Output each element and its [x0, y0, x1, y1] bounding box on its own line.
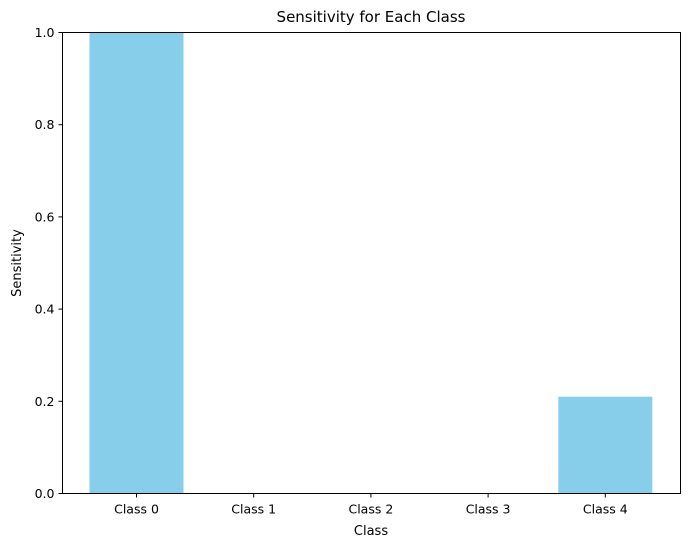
bar-class-4	[558, 396, 653, 494]
plot-frame	[62, 32, 681, 494]
x-tick-label: Class 3	[466, 502, 511, 517]
y-tick-label: 0.4	[35, 302, 55, 317]
y-axis-ticks: 0.0 0.2 0.4 0.6 0.8 1.0	[35, 25, 63, 501]
y-tick-label: 0.0	[35, 486, 55, 501]
bar-class-0	[89, 32, 184, 494]
y-tick-label: 0.6	[35, 209, 55, 224]
y-axis-label: Sensitivity	[10, 229, 25, 297]
x-tick-label: Class 1	[231, 502, 276, 517]
y-tick-label: 0.2	[35, 394, 55, 409]
y-tick-label: 0.8	[35, 117, 55, 132]
x-axis-label: Class	[354, 524, 388, 539]
x-tick-label: Class 0	[114, 502, 159, 517]
bars-group	[89, 32, 653, 494]
y-tick-label: 1.0	[35, 25, 55, 40]
x-axis-ticks: Class 0 Class 1 Class 2 Class 3 Class 4	[114, 493, 628, 517]
x-tick-label: Class 4	[583, 502, 628, 517]
x-tick-label: Class 2	[348, 502, 393, 517]
chart-title: Sensitivity for Each Class	[277, 8, 466, 26]
